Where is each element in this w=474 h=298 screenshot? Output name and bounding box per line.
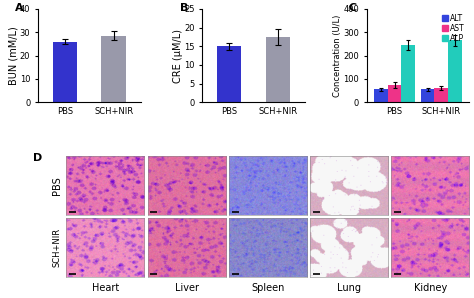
Text: B: B [180,3,188,13]
Bar [421,89,434,102]
Legend: ALT, AST, ALP: ALT, AST, ALP [441,13,465,44]
Bar [388,85,401,102]
Y-axis label: CRE (μM/L): CRE (μM/L) [173,29,182,83]
Text: Liver: Liver [174,283,199,293]
Y-axis label: BUN (mM/L): BUN (mM/L) [8,26,18,85]
Text: C: C [348,3,356,13]
Y-axis label: Concentration (U/L): Concentration (U/L) [333,14,342,97]
Text: A: A [15,3,24,13]
Text: PBS: PBS [52,176,62,195]
Text: Kidney: Kidney [414,283,447,293]
Text: Lung: Lung [337,283,361,293]
Bar [101,36,126,102]
Bar [448,41,462,102]
Bar [401,45,415,102]
Text: D: D [33,153,43,163]
Bar [374,89,388,102]
Bar [53,42,77,102]
Text: Spleen: Spleen [251,283,284,293]
Bar [217,46,241,102]
Text: SCH+NIR: SCH+NIR [53,228,62,267]
Text: Heart: Heart [92,283,119,293]
Bar [434,88,448,102]
Bar [266,37,290,102]
